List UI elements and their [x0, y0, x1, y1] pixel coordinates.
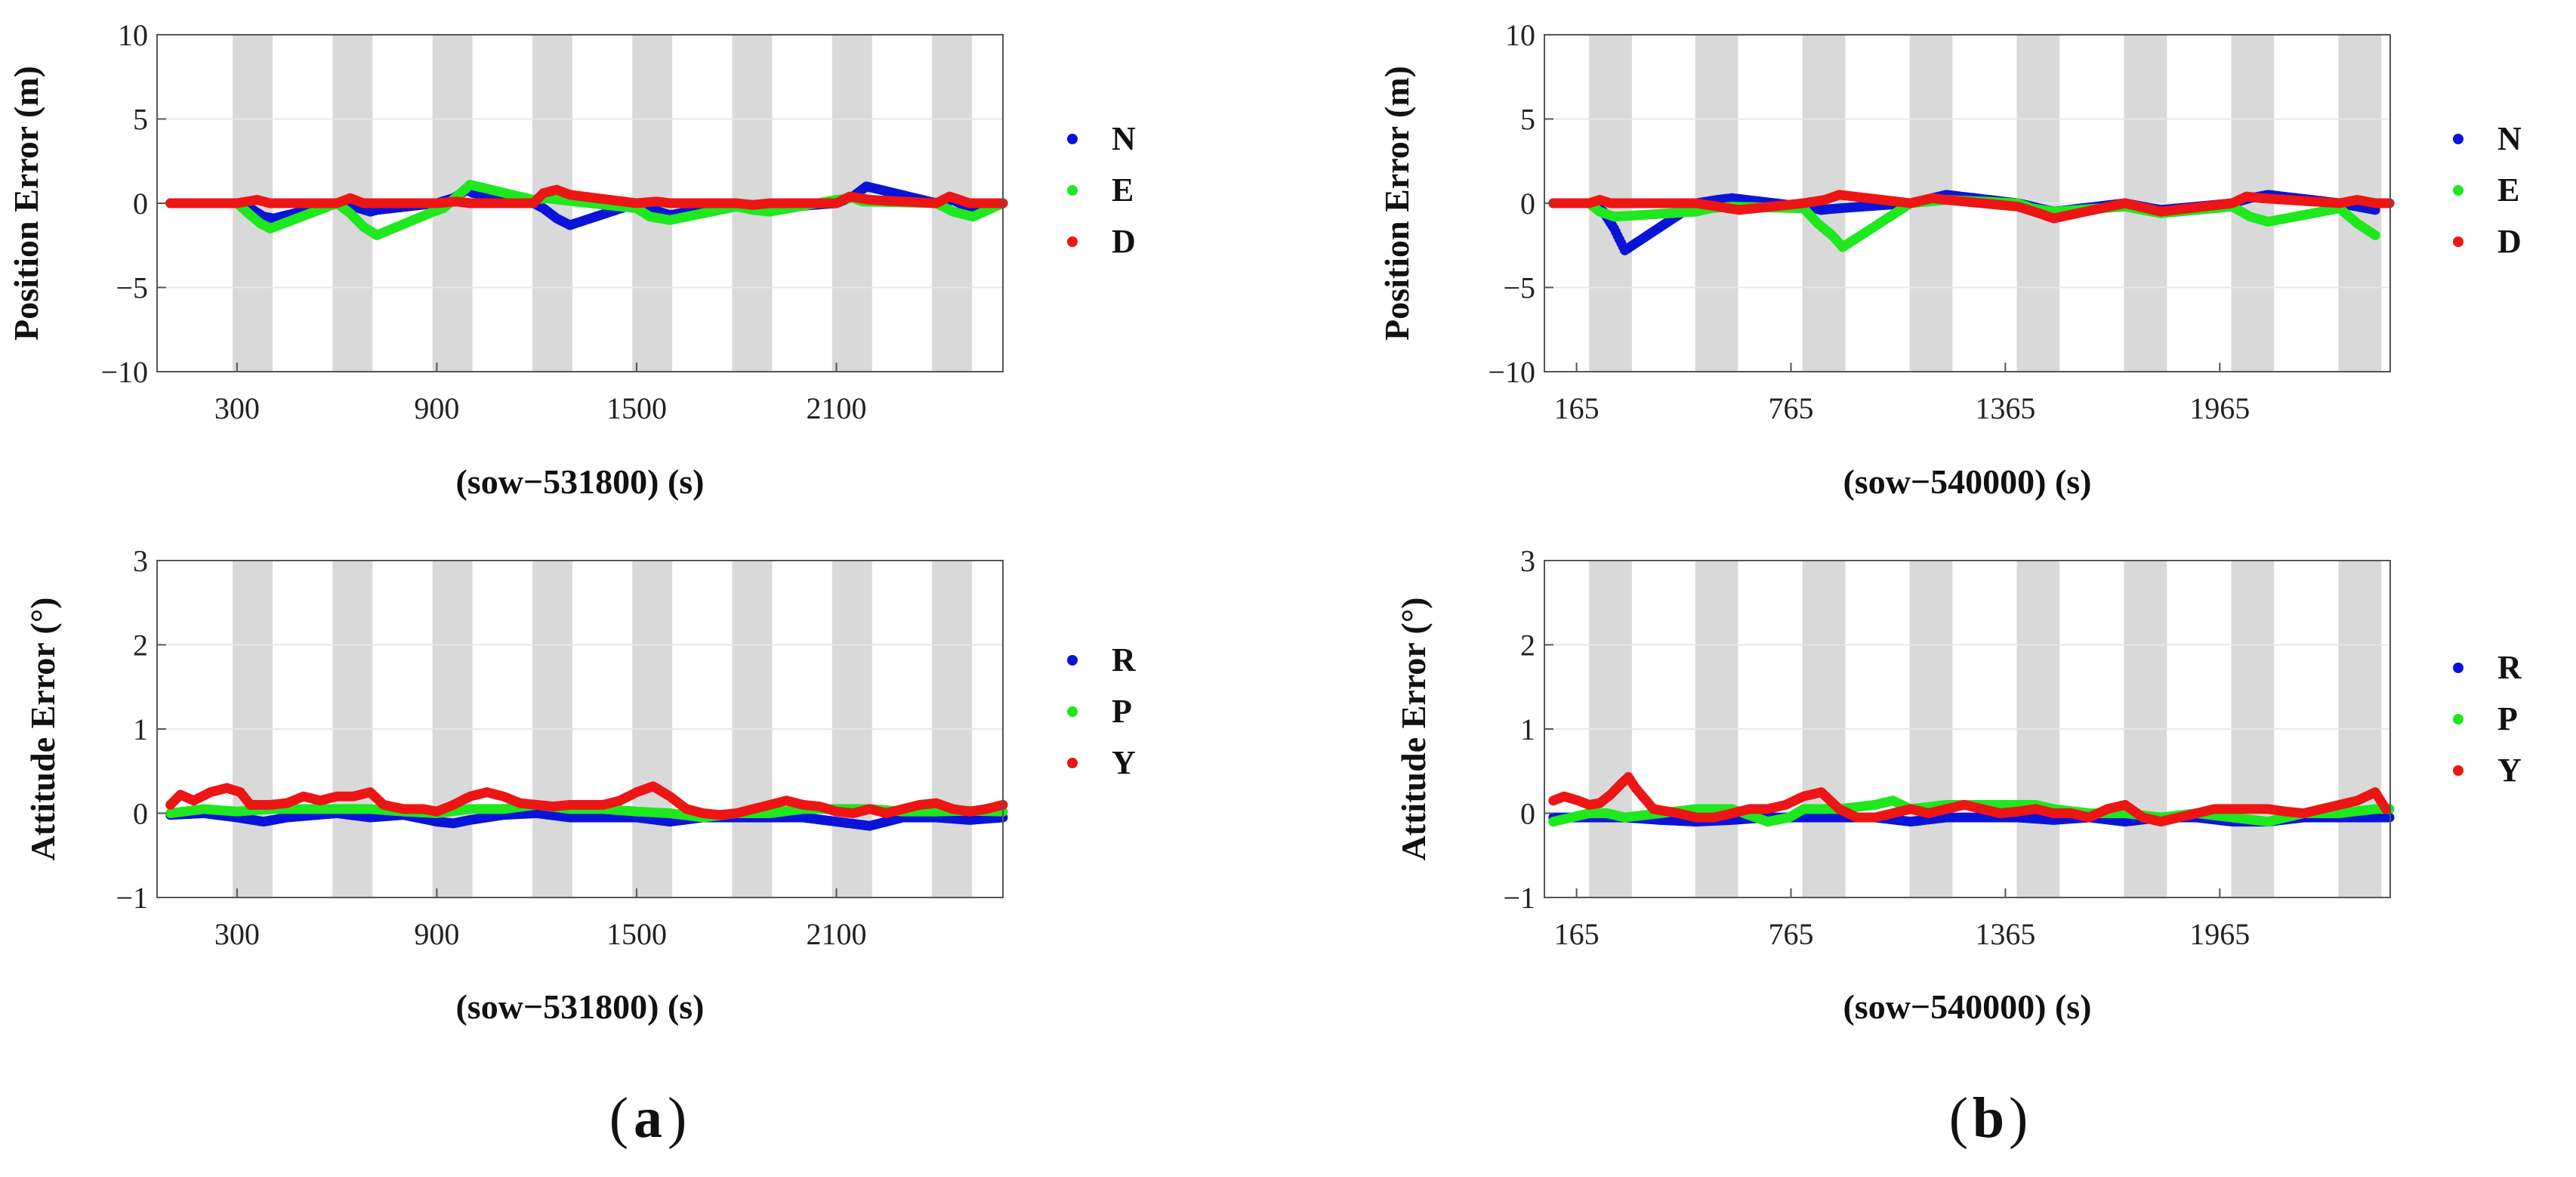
x-tick-label: 2100	[807, 391, 867, 425]
y-tick-label: 0	[133, 187, 148, 221]
series-D	[165, 184, 1008, 210]
y-tick-label: 5	[133, 103, 148, 137]
x-axis-title: (sow−531800) (s)	[455, 462, 704, 501]
legend-label-R: R	[1112, 641, 1137, 678]
legend-label-N: N	[2497, 120, 2522, 157]
x-tick-label: 165	[1554, 391, 1600, 425]
y-tick-label: −10	[1488, 355, 1535, 389]
y-axis-title: Attitude Error (°)	[23, 598, 62, 861]
y-axis-title: Position Error (m)	[1377, 66, 1416, 341]
x-tick-label: 2100	[807, 917, 867, 951]
y-tick-label: −5	[116, 271, 148, 305]
x-tick-label: 1500	[606, 391, 667, 425]
y-axis-title: Position Error (m)	[7, 66, 45, 341]
y-tick-label: 5	[1520, 103, 1535, 137]
chart-b-position: 10 5 0 −5 −10 165 765 1365 1965 Position Error (m…	[1377, 18, 2522, 501]
y-tick-label: 10	[1505, 18, 1535, 52]
x-tick-label: 300	[214, 917, 260, 951]
legend-label-E: E	[2497, 171, 2519, 209]
legend-marker-E	[1067, 185, 1078, 196]
legend-marker-Y	[1067, 758, 1078, 768]
x-tick-label: 1365	[1975, 391, 2035, 425]
y-tick-label: 10	[118, 18, 148, 52]
legend-marker-N	[2453, 134, 2463, 144]
y-tick-label: 2	[133, 629, 148, 663]
chart-a-attitude: 3 2 1 0 −1 300 900 1500 2100 Attitude Error (°) (s…	[23, 544, 1137, 1026]
legend-label-E: E	[1112, 171, 1134, 209]
legend-label-Y: Y	[1112, 744, 1136, 781]
legend: NED	[1067, 120, 1136, 260]
x-tick-label: 900	[414, 391, 459, 425]
legend: RPY	[1067, 641, 1137, 781]
legend-label-D: D	[2497, 223, 2522, 260]
legend: NED	[2453, 120, 2522, 260]
legend-marker-D	[1067, 236, 1078, 247]
x-tick-label: 900	[414, 917, 459, 951]
legend-label-N: N	[1112, 120, 1136, 157]
legend-marker-P	[1067, 706, 1078, 717]
legend-marker-E	[2453, 185, 2463, 196]
legend-marker-D	[2453, 236, 2463, 247]
data-point-E	[2370, 230, 2380, 240]
x-axis-title: (sow−531800) (s)	[455, 987, 704, 1026]
y-tick-label: 3	[133, 544, 148, 578]
y-tick-label: 0	[133, 797, 148, 831]
chart-a-position: 10 5 0 −5 −10 300 900 1500 2100 Position Error (m…	[7, 18, 1136, 501]
y-tick-label: −1	[116, 881, 148, 915]
legend-label-D: D	[1112, 223, 1136, 260]
x-tick-label: 300	[214, 391, 260, 425]
legend-label-P: P	[1112, 693, 1132, 730]
x-tick-label: 765	[1768, 391, 1813, 425]
y-tick-label: 0	[1520, 187, 1535, 221]
x-tick-label: 1500	[606, 917, 667, 951]
legend-marker-R	[1067, 655, 1078, 666]
x-axis-title: (sow−540000) (s)	[1843, 462, 2091, 501]
y-tick-label: −5	[1503, 271, 1535, 305]
y-tick-label: −10	[100, 355, 148, 389]
legend-marker-N	[1067, 134, 1078, 144]
y-tick-label: 1	[133, 712, 148, 746]
x-tick-label: 1965	[2189, 391, 2250, 425]
